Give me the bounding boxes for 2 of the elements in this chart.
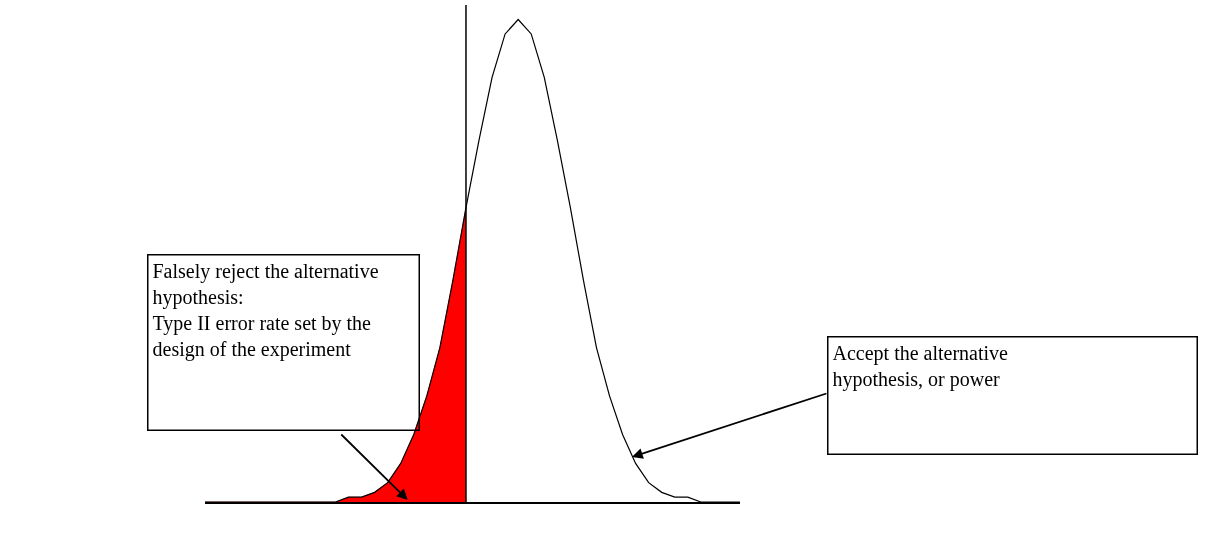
annotation: Falsely reject the alternative hypothesis: Type II error rate set by the design of the experiment <box>152 259 379 361</box>
text: Accept the alternative hypothesis, or power <box>832 341 1009 391</box>
